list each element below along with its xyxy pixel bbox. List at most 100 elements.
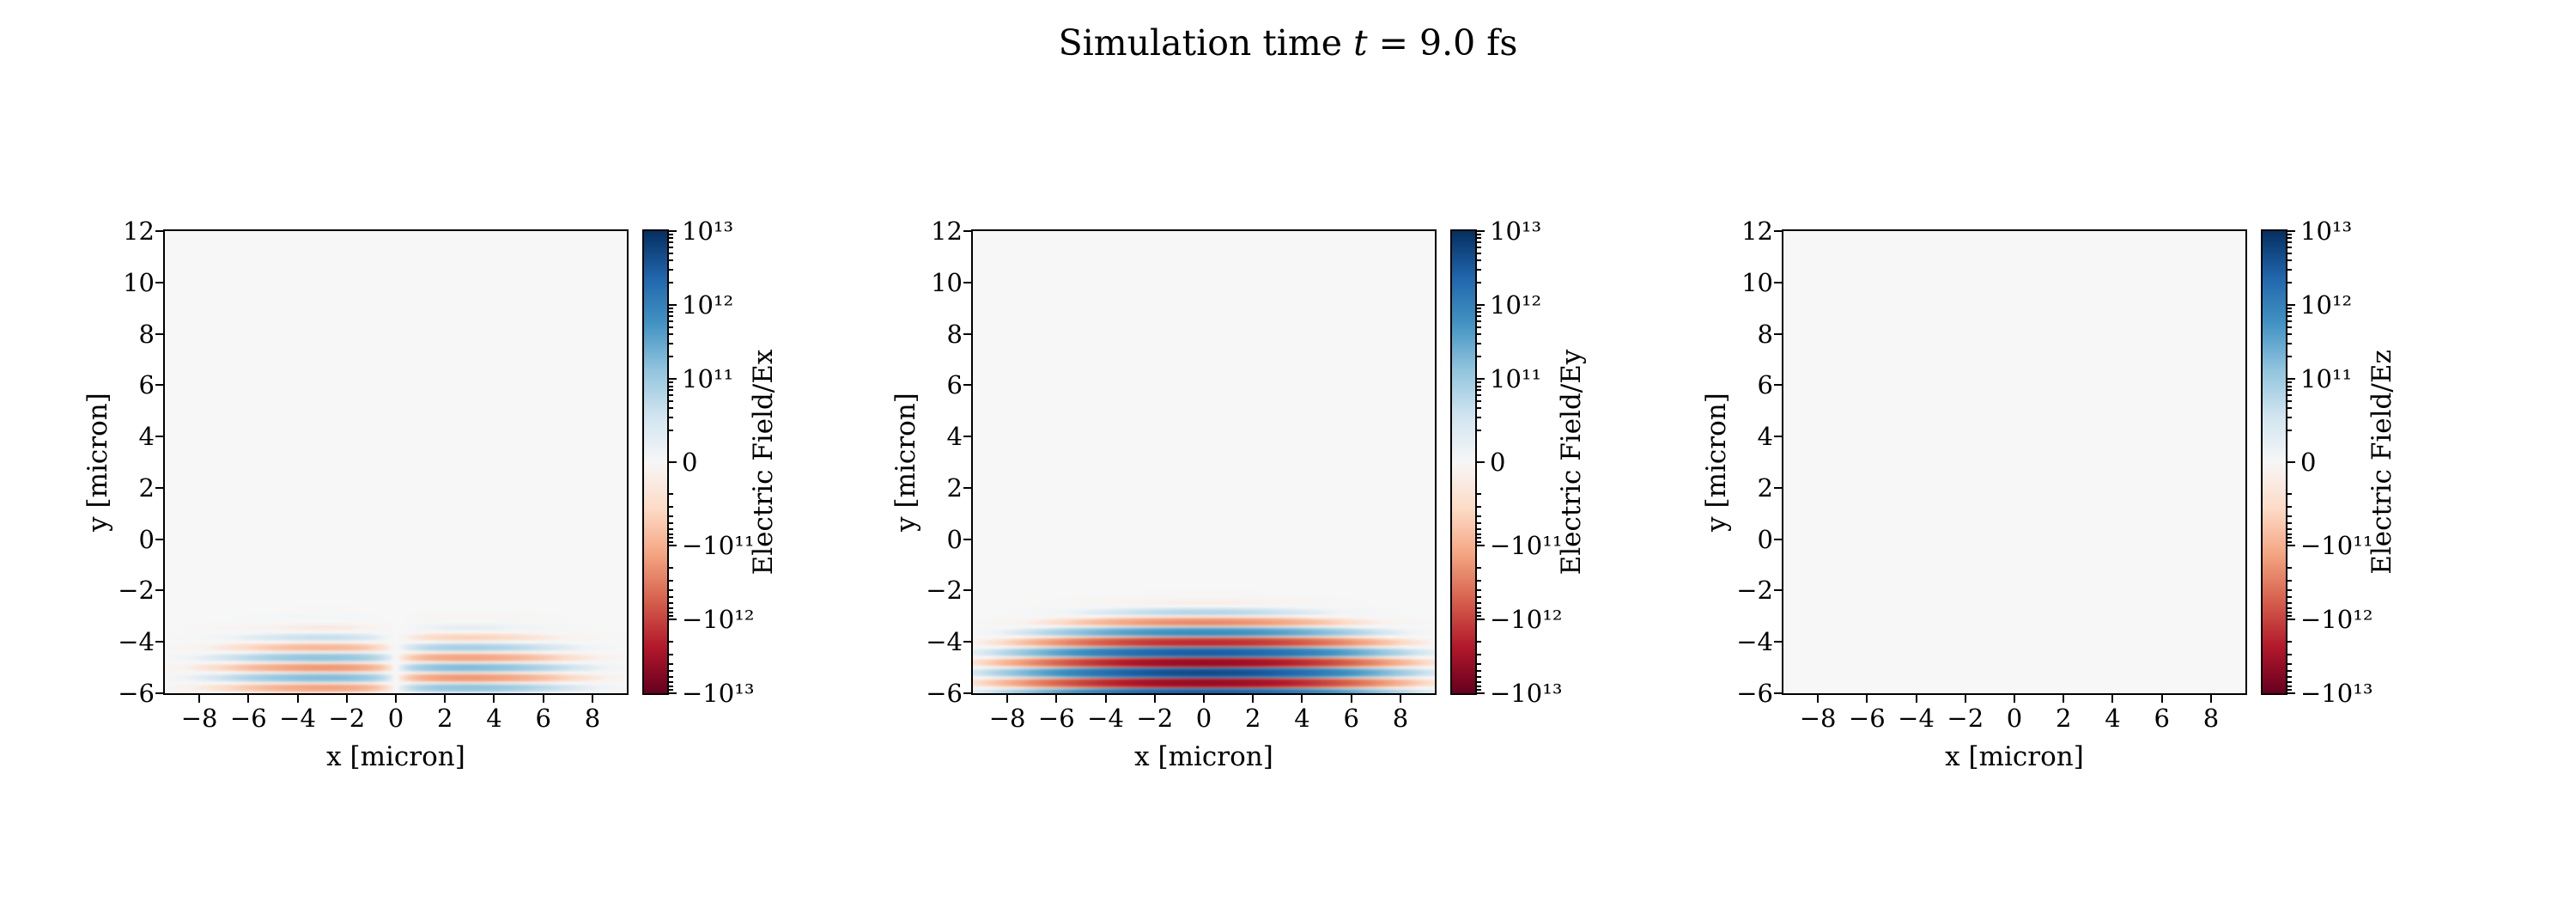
y-tick-label: 2: [1757, 472, 1773, 503]
heatmap-canvas: [973, 231, 1435, 693]
colorbar-minor-tick: [2287, 343, 2292, 345]
colorbar-tick-label: −10¹²: [682, 604, 755, 634]
colorbar-major-tick: [1477, 544, 1485, 546]
colorbar-minor-tick: [669, 662, 673, 665]
colorbar-minor-tick: [1477, 527, 1481, 530]
title-variable: t: [1353, 22, 1368, 64]
colorbar-major-tick: [669, 461, 677, 463]
y-tick-label: 0: [138, 524, 155, 554]
y-tick-mark: [1774, 641, 1782, 643]
y-tick-mark: [1774, 332, 1782, 335]
x-tick-label: −2: [328, 704, 366, 733]
colorbar-minor-tick: [669, 326, 673, 328]
colorbar-minor-tick: [1477, 579, 1481, 582]
colorbar-minor-tick: [1477, 680, 1481, 683]
colorbar-minor-tick: [1477, 670, 1481, 673]
colorbar-minor-tick: [1477, 385, 1481, 387]
x-tick-label: 6: [1343, 704, 1359, 733]
colorbar-minor-tick: [1477, 596, 1481, 598]
y-tick-mark: [963, 641, 971, 643]
colorbar-minor-tick: [2287, 389, 2292, 392]
colorbar-minor-tick: [1477, 320, 1481, 323]
x-tick-label: −4: [1087, 704, 1124, 733]
x-tick-mark: [1817, 695, 1820, 703]
colorbar-minor-tick: [669, 430, 673, 432]
x-tick-mark: [395, 695, 397, 703]
colorbar-minor-tick: [669, 311, 673, 314]
colorbar-minor-tick: [2287, 680, 2292, 683]
colorbar-minor-tick: [2287, 606, 2292, 609]
colorbar-minor-tick: [669, 282, 673, 284]
colorbar-major-tick: [2287, 230, 2295, 232]
colorbar-tick-label: 0: [682, 448, 698, 477]
title-prefix: Simulation time: [1058, 22, 1354, 64]
y-tick-label: 4: [946, 422, 963, 452]
colorbar-minor-tick: [669, 606, 673, 609]
y-tick-mark: [963, 281, 971, 283]
colorbar-minor-tick: [1477, 308, 1481, 310]
y-tick-label: 0: [1757, 524, 1773, 554]
colorbar-minor-tick: [2287, 596, 2292, 598]
colorbar-tick-label: 10¹³: [682, 216, 734, 246]
colorbar-minor-tick: [2287, 241, 2292, 244]
colorbar-minor-tick: [669, 417, 673, 419]
colorbar-minor-tick: [1477, 606, 1481, 609]
colorbar-minor-tick: [1477, 326, 1481, 328]
y-tick-label: 6: [138, 370, 155, 400]
colorbar-minor-tick: [669, 675, 673, 678]
x-axis-label: x [micron]: [1945, 741, 2084, 772]
x-tick-mark: [247, 695, 250, 703]
y-tick-mark: [963, 332, 971, 335]
y-tick-mark: [1774, 538, 1782, 540]
colorbar-minor-tick: [669, 689, 673, 692]
y-tick-label: 10: [123, 267, 155, 297]
x-tick-mark: [444, 695, 447, 703]
colorbar-tick-label: 0: [1490, 448, 1506, 477]
colorbar-tick-label: 10¹¹: [682, 364, 734, 394]
x-tick-label: 8: [2202, 704, 2220, 733]
colorbar-minor-tick: [669, 343, 673, 345]
x-tick-label: 4: [1294, 704, 1310, 733]
colorbar-minor-tick: [1477, 333, 1481, 336]
colorbar-minor-tick: [1477, 389, 1481, 392]
field-panel: x [micron] y [micron] 10¹³ 10¹² 10¹¹ 0 −10¹¹…: [82, 218, 779, 772]
colorbar-minor-tick: [1477, 237, 1481, 240]
colorbar-minor-tick: [1477, 356, 1481, 358]
colorbar-tick-label: 0: [2300, 448, 2317, 477]
field-panel: x [micron] y [micron] 10¹³ 10¹² 10¹¹ 0 −10¹¹…: [1701, 218, 2397, 772]
x-tick-mark: [2111, 695, 2114, 703]
x-tick-mark: [1104, 695, 1107, 703]
colorbar-minor-tick: [669, 237, 673, 240]
x-tick-mark: [1006, 695, 1009, 703]
y-axis-label: y [micron]: [82, 393, 113, 532]
y-tick-mark: [1774, 486, 1782, 489]
colorbar-major-tick: [2287, 304, 2295, 307]
colorbar-minor-tick: [2287, 662, 2292, 665]
colorbar-minor-tick: [669, 521, 673, 524]
colorbar-minor-tick: [2287, 675, 2292, 678]
colorbar-minor-tick: [669, 596, 673, 598]
x-tick-label: 4: [2105, 704, 2121, 733]
colorbar-major-tick: [669, 304, 677, 307]
colorbar-minor-tick: [2287, 308, 2292, 310]
colorbar-major-tick: [1477, 230, 1485, 232]
x-tick-label: 2: [2055, 704, 2072, 733]
y-tick-mark: [1774, 436, 1782, 438]
colorbar-minor-tick: [1477, 282, 1481, 284]
colorbar-minor-tick: [1477, 533, 1481, 535]
colorbar-minor-tick: [1477, 259, 1481, 262]
colorbar-major-tick: [669, 378, 677, 381]
colorbar-minor-tick: [2287, 326, 2292, 328]
colorbar-minor-tick: [1477, 505, 1481, 508]
figure-title: Simulation time t = 9.0 fs: [0, 22, 2576, 64]
x-tick-label: −4: [279, 704, 316, 733]
colorbar-canvas: [644, 231, 667, 693]
heatmap-canvas: [165, 231, 627, 693]
colorbar-minor-tick: [2287, 579, 2292, 582]
colorbar-minor-tick: [669, 505, 673, 508]
colorbar-minor-tick: [2287, 601, 2292, 604]
colorbar-minor-tick: [2287, 269, 2292, 271]
x-tick-label: 8: [1392, 704, 1409, 733]
colorbar-minor-tick: [669, 492, 673, 495]
